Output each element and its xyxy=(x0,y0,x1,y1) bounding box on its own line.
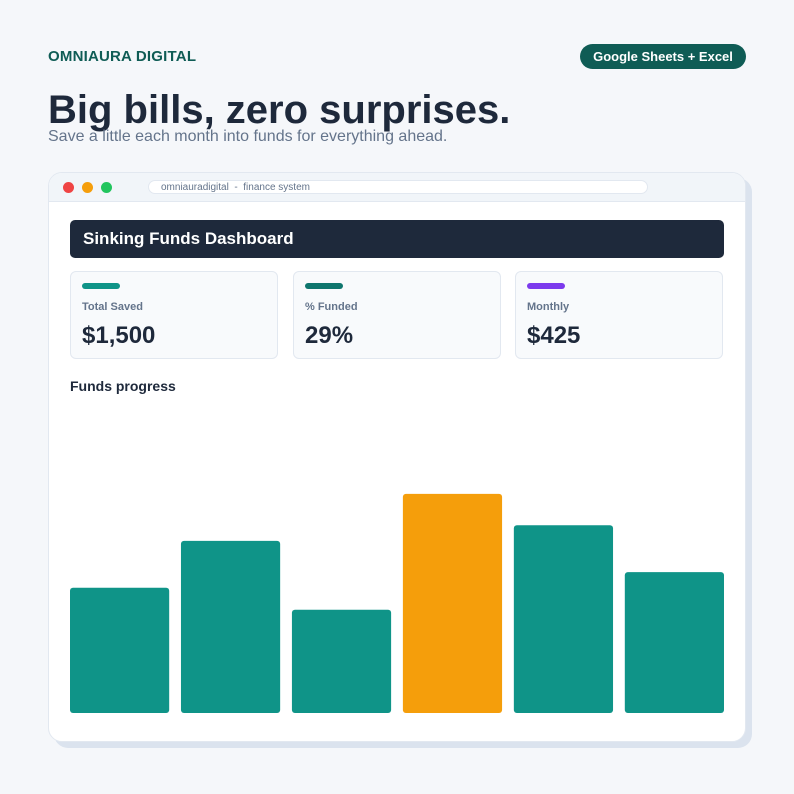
card-accent xyxy=(305,283,343,289)
dashboard-header: Sinking Funds Dashboard xyxy=(70,220,724,258)
title-bar: omniauradigital - finance system xyxy=(49,173,745,202)
bar xyxy=(180,540,281,713)
bar xyxy=(513,525,614,713)
stat-card: Monthly $425 xyxy=(515,271,723,359)
subtitle: Save a little each month into funds for … xyxy=(48,128,448,145)
url-bar[interactable]: omniauradigital - finance system xyxy=(148,180,648,194)
bar xyxy=(402,493,503,713)
card-value: 29% xyxy=(305,322,354,349)
card-value: $1,500 xyxy=(82,322,156,349)
card-value: $425 xyxy=(527,322,581,349)
card-label: Monthly xyxy=(527,301,570,313)
card-accent xyxy=(82,283,120,289)
card-label: % Funded xyxy=(305,301,358,313)
minimize-dot[interactable] xyxy=(82,182,93,193)
stat-card: % Funded 29% xyxy=(293,271,501,359)
headline: Big bills, zero surprises. xyxy=(48,88,511,132)
card-label: Total Saved xyxy=(82,301,143,313)
bar xyxy=(624,572,724,713)
chart-title: Funds progress xyxy=(70,378,176,394)
close-dot[interactable] xyxy=(63,182,74,193)
stat-card: Total Saved $1,500 xyxy=(70,271,278,359)
bar xyxy=(70,587,170,713)
badge: Google Sheets + Excel xyxy=(580,44,746,69)
maximize-dot[interactable] xyxy=(101,182,112,193)
bar xyxy=(291,609,392,713)
card-accent xyxy=(527,283,565,289)
brand: OMNIAURA DIGITAL xyxy=(48,48,197,65)
